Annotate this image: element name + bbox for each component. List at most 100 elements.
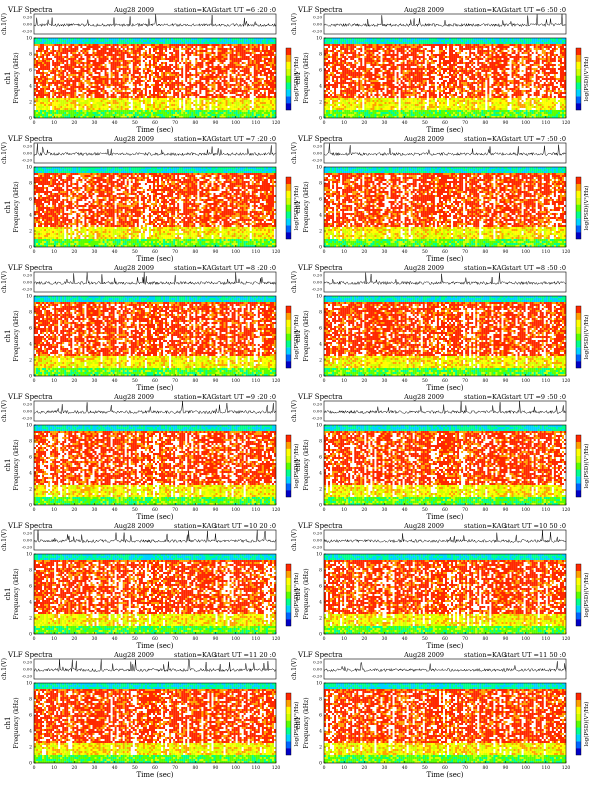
x-tick-label: 20: [361, 765, 367, 771]
trace-ytick-label: -0.20: [22, 416, 33, 421]
x-tick-label: 120: [272, 507, 281, 513]
y-tick-label: 6: [319, 68, 322, 74]
panel-station: station=KAG: [174, 135, 217, 143]
trace-ylabel: ch.1(V): [1, 13, 8, 35]
colorbar-step: [286, 585, 291, 592]
x-tick-label: 10: [341, 120, 347, 126]
x-tick-label: 20: [71, 636, 77, 642]
trace-ylabel: ch.1(V): [291, 529, 298, 551]
panel-date: Aug28 2009: [403, 393, 444, 401]
panel-station: station=KAG: [464, 522, 507, 530]
x-tick-label: 20: [361, 249, 367, 255]
colorbar: [286, 306, 291, 368]
waveform-trace: [34, 530, 276, 542]
x-tick-label: 40: [402, 507, 408, 513]
colorbar-step: [576, 592, 581, 599]
y-tick-label: 4: [319, 471, 322, 477]
y-tick-label: 2: [319, 745, 322, 751]
colorbar-step: [286, 184, 291, 191]
y-tick-label: 6: [319, 584, 322, 590]
y-tick-label: 2: [319, 229, 322, 235]
colorbar-step: [286, 571, 291, 578]
x-tick-label: 0: [33, 120, 36, 126]
colorbar-step: [286, 693, 291, 700]
trace-ylabel: ch.1(V): [1, 529, 8, 551]
panel-date: Aug28 2009: [403, 522, 444, 530]
channel-label: ch1: [294, 717, 302, 730]
time-axis-label: Time (sec): [136, 642, 173, 650]
waveform-trace: [324, 144, 566, 156]
panel-start-time: start UT =10 20 :0: [214, 522, 276, 530]
colorbar-step: [286, 748, 291, 755]
x-tick-label: 90: [503, 120, 509, 126]
x-tick-label: 90: [213, 765, 219, 771]
x-tick-label: 30: [92, 120, 98, 126]
colorbar-step: [576, 741, 581, 748]
y-tick-label: 8: [29, 181, 32, 187]
x-tick-label: 110: [252, 378, 261, 384]
x-tick-label: 110: [252, 120, 261, 126]
trace-ytick-label: 0.20: [313, 531, 322, 536]
y-tick-label: 10: [316, 36, 322, 42]
trace-frame: [324, 401, 566, 421]
trace-ytick-label: -0.20: [22, 287, 33, 292]
spectrogram-image: [324, 425, 566, 505]
colorbar-step: [286, 82, 291, 89]
colorbar-step: [286, 334, 291, 341]
colorbar-step: [576, 313, 581, 320]
colorbar-step: [286, 707, 291, 714]
colorbar-step: [286, 741, 291, 748]
y-tick-label: 10: [26, 36, 32, 42]
x-tick-label: 0: [323, 507, 326, 513]
frequency-axis-label: Frequency (kHz): [13, 439, 20, 490]
colorbar-step: [576, 191, 581, 198]
y-tick-label: 10: [26, 552, 32, 558]
x-tick-label: 80: [192, 378, 198, 384]
x-tick-label: 90: [503, 249, 509, 255]
panel-date: Aug28 2009: [113, 264, 154, 272]
x-tick-label: 20: [71, 507, 77, 513]
x-tick-label: 10: [341, 378, 347, 384]
colorbar-step: [286, 211, 291, 218]
waveform-trace: [324, 273, 566, 285]
x-tick-label: 90: [503, 507, 509, 513]
panel-start-time: start UT =8 :20 :0: [216, 264, 276, 272]
x-tick-label: 100: [521, 507, 530, 513]
time-axis-label: Time (sec): [426, 771, 463, 779]
colorbar-step: [576, 578, 581, 585]
spectrogram-image: [34, 683, 276, 763]
colorbar-step: [576, 463, 581, 470]
colorbar-step: [286, 612, 291, 619]
x-tick-label: 10: [341, 249, 347, 255]
frequency-axis-label: Frequency (kHz): [13, 697, 20, 748]
x-tick-label: 20: [361, 507, 367, 513]
colorbar: [286, 435, 291, 497]
trace-ytick-label: -0.20: [22, 674, 33, 679]
y-tick-label: 6: [319, 197, 322, 203]
panel-title: VLF Spectra: [7, 651, 52, 659]
x-tick-label: 100: [521, 765, 530, 771]
colorbar-step: [576, 340, 581, 347]
trace-ytick-label: 0.00: [23, 538, 32, 543]
trace-ytick-label: 0.20: [23, 531, 32, 536]
colorbar-step: [286, 598, 291, 605]
x-tick-label: 90: [213, 120, 219, 126]
spectrogram-image: [34, 554, 276, 634]
y-tick-label: 2: [29, 616, 32, 622]
colorbar-step: [576, 347, 581, 354]
x-tick-label: 120: [562, 378, 571, 384]
x-tick-label: 40: [112, 636, 118, 642]
y-tick-label: 2: [29, 745, 32, 751]
panel-station: station=KAG: [464, 651, 507, 659]
y-tick-label: 8: [319, 568, 322, 574]
y-tick-label: 6: [29, 326, 32, 332]
trace-ytick-label: 0.00: [23, 409, 32, 414]
panel-date: Aug28 2009: [403, 651, 444, 659]
trace-frame: [324, 14, 566, 34]
y-tick-label: 4: [29, 729, 32, 735]
y-tick-label: 10: [316, 165, 322, 171]
x-tick-label: 120: [272, 378, 281, 384]
colorbar-step: [576, 69, 581, 76]
